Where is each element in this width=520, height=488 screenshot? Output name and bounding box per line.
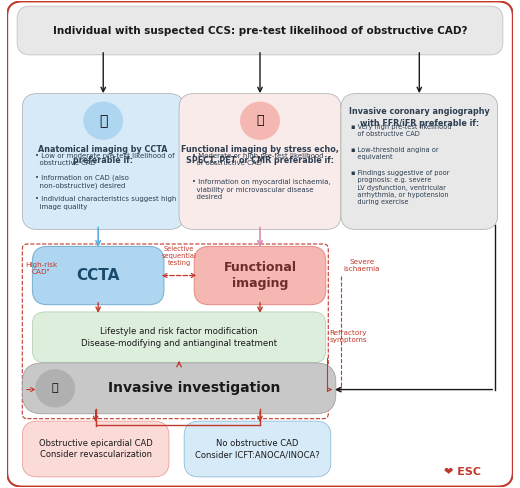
Text: No obstructive CAD
Consider ICFT:ANOCA/INOCA?: No obstructive CAD Consider ICFT:ANOCA/I… xyxy=(195,439,320,459)
FancyBboxPatch shape xyxy=(341,94,498,229)
FancyBboxPatch shape xyxy=(179,94,341,229)
Text: Individual with suspected CCS: pre-test likelihood of obstructive CAD?: Individual with suspected CCS: pre-test … xyxy=(53,25,467,36)
Text: Refractory
symptoms: Refractory symptoms xyxy=(329,330,367,343)
FancyBboxPatch shape xyxy=(184,421,331,477)
Text: • Information on CAD (also
  non-obstructive) desired: • Information on CAD (also non-obstructi… xyxy=(35,175,129,189)
Text: • Moderate or high pre-test likelihood
  of obstructive CAD: • Moderate or high pre-test likelihood o… xyxy=(192,153,323,166)
Text: High-risk
CADᵃ: High-risk CADᵃ xyxy=(25,262,57,275)
FancyBboxPatch shape xyxy=(22,421,169,477)
Text: ❤ ESC: ❤ ESC xyxy=(444,467,481,477)
Text: Severe
ischaemia: Severe ischaemia xyxy=(343,259,380,272)
Text: • Individual characteristics suggest high
  image quality: • Individual characteristics suggest hig… xyxy=(35,197,176,210)
FancyBboxPatch shape xyxy=(17,6,503,55)
Text: Invasive investigation: Invasive investigation xyxy=(108,381,280,395)
Text: Functional
imaging: Functional imaging xyxy=(224,261,296,290)
Text: ▪ Findings suggestive of poor
   prognosis: e.g. severe
   LV dysfunction, ventr: ▪ Findings suggestive of poor prognosis:… xyxy=(351,170,449,205)
Text: CCTA: CCTA xyxy=(76,268,120,283)
Text: Lifestyle and risk factor modification
Disease-modifying and antianginal treatme: Lifestyle and risk factor modification D… xyxy=(81,326,277,348)
Text: Obstructive epicardial CAD
Consider revascularization: Obstructive epicardial CAD Consider reva… xyxy=(39,439,152,459)
Text: Anatomical imaging by CCTA
preferable if:: Anatomical imaging by CCTA preferable if… xyxy=(38,144,168,165)
Text: Invasive coronary angiography
with FFR/iFR preferable if:: Invasive coronary angiography with FFR/i… xyxy=(349,107,490,128)
Text: • Low or moderate pre-test likelihood of
  obstructive CAD: • Low or moderate pre-test likelihood of… xyxy=(35,153,175,166)
FancyBboxPatch shape xyxy=(22,363,336,414)
Circle shape xyxy=(36,370,74,407)
Circle shape xyxy=(241,102,279,139)
Text: ▪ Very high pre-test likelihood
   of obstructive CAD: ▪ Very high pre-test likelihood of obstr… xyxy=(351,123,452,137)
Text: 📡: 📡 xyxy=(256,114,264,127)
Text: Functional imaging by stress echo,
SPECT, PET or CMR preferable if:: Functional imaging by stress echo, SPECT… xyxy=(181,144,339,165)
Text: • Information on myocardial ischaemia,
  viability or microvascular disease
  de: • Information on myocardial ischaemia, v… xyxy=(192,180,330,201)
FancyBboxPatch shape xyxy=(22,94,184,229)
FancyBboxPatch shape xyxy=(7,1,513,487)
Text: 🔬: 🔬 xyxy=(52,384,58,393)
Circle shape xyxy=(84,102,122,139)
FancyBboxPatch shape xyxy=(32,312,326,363)
Text: 🖥: 🖥 xyxy=(99,114,108,128)
FancyBboxPatch shape xyxy=(32,246,164,305)
FancyBboxPatch shape xyxy=(194,246,326,305)
Text: ▪ Low-threshold angina or
   equivalent: ▪ Low-threshold angina or equivalent xyxy=(351,147,439,160)
Text: Selective
sequential
testing: Selective sequential testing xyxy=(162,246,197,266)
